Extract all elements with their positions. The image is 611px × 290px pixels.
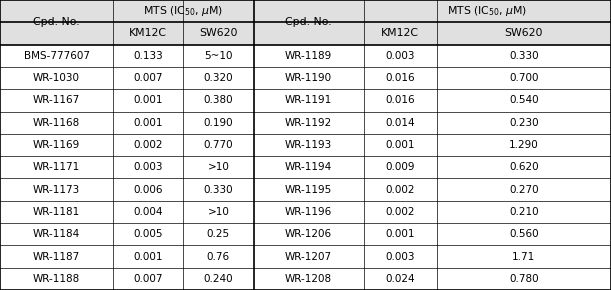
Text: WR-1196: WR-1196 — [285, 207, 332, 217]
Text: 0.016: 0.016 — [386, 95, 415, 105]
Text: 0.001: 0.001 — [386, 229, 415, 239]
Text: MTS (IC$_{50}$, $\mu$M): MTS (IC$_{50}$, $\mu$M) — [144, 4, 223, 18]
Text: WR-1168: WR-1168 — [33, 118, 80, 128]
Text: 5~10: 5~10 — [204, 51, 233, 61]
Text: 0.016: 0.016 — [386, 73, 415, 83]
Text: 0.25: 0.25 — [207, 229, 230, 239]
Text: 0.001: 0.001 — [133, 118, 163, 128]
Text: WR-1190: WR-1190 — [285, 73, 332, 83]
Text: 0.330: 0.330 — [203, 185, 233, 195]
Text: 0.380: 0.380 — [203, 95, 233, 105]
Text: 0.76: 0.76 — [207, 251, 230, 262]
Text: WR-1171: WR-1171 — [33, 162, 80, 172]
Text: 0.330: 0.330 — [509, 51, 539, 61]
Text: 0.190: 0.190 — [203, 118, 233, 128]
Text: 0.780: 0.780 — [509, 274, 539, 284]
Text: 0.003: 0.003 — [386, 251, 415, 262]
Text: 0.004: 0.004 — [133, 207, 163, 217]
Text: WR-1169: WR-1169 — [33, 140, 80, 150]
Text: 0.003: 0.003 — [133, 162, 163, 172]
Text: SW620: SW620 — [199, 28, 238, 39]
Text: 0.320: 0.320 — [203, 73, 233, 83]
Text: >10: >10 — [208, 162, 229, 172]
Text: WR-1030: WR-1030 — [33, 73, 80, 83]
Text: 0.002: 0.002 — [386, 185, 415, 195]
Text: 0.560: 0.560 — [509, 229, 539, 239]
Text: 0.133: 0.133 — [133, 51, 163, 61]
Text: 0.007: 0.007 — [133, 274, 163, 284]
Text: 0.005: 0.005 — [133, 229, 163, 239]
Text: >10: >10 — [208, 207, 229, 217]
Text: WR-1193: WR-1193 — [285, 140, 332, 150]
Text: SW620: SW620 — [505, 28, 543, 39]
Text: 0.620: 0.620 — [509, 162, 539, 172]
Text: 0.770: 0.770 — [203, 140, 233, 150]
Text: WR-1189: WR-1189 — [285, 51, 332, 61]
Text: WR-1206: WR-1206 — [285, 229, 332, 239]
Text: WR-1187: WR-1187 — [33, 251, 80, 262]
Text: 1.290: 1.290 — [509, 140, 539, 150]
Text: 0.001: 0.001 — [133, 95, 163, 105]
Text: WR-1167: WR-1167 — [33, 95, 80, 105]
Text: KM12C: KM12C — [129, 28, 167, 39]
Bar — [0, 22, 611, 45]
Text: 0.700: 0.700 — [509, 73, 539, 83]
Text: 0.240: 0.240 — [203, 274, 233, 284]
Text: 0.007: 0.007 — [133, 73, 163, 83]
Text: WR-1173: WR-1173 — [33, 185, 80, 195]
Text: Cpd. No.: Cpd. No. — [33, 17, 80, 27]
Text: 0.009: 0.009 — [386, 162, 415, 172]
Text: 0.210: 0.210 — [509, 207, 539, 217]
Bar — [0, 0, 611, 22]
Text: 0.006: 0.006 — [133, 185, 163, 195]
Text: KM12C: KM12C — [381, 28, 419, 39]
Text: 0.001: 0.001 — [133, 251, 163, 262]
Text: BMS-777607: BMS-777607 — [23, 51, 90, 61]
Text: 0.230: 0.230 — [509, 118, 539, 128]
Text: MTS (IC$_{50}$, $\mu$M): MTS (IC$_{50}$, $\mu$M) — [447, 4, 527, 18]
Text: 0.001: 0.001 — [386, 140, 415, 150]
Text: 0.270: 0.270 — [509, 185, 539, 195]
Text: WR-1192: WR-1192 — [285, 118, 332, 128]
Text: 0.024: 0.024 — [386, 274, 415, 284]
Text: Cpd. No.: Cpd. No. — [285, 17, 332, 27]
Text: WR-1191: WR-1191 — [285, 95, 332, 105]
Text: WR-1208: WR-1208 — [285, 274, 332, 284]
Text: WR-1195: WR-1195 — [285, 185, 332, 195]
Text: WR-1188: WR-1188 — [33, 274, 80, 284]
Text: 0.002: 0.002 — [133, 140, 163, 150]
Text: WR-1181: WR-1181 — [33, 207, 80, 217]
Text: 0.540: 0.540 — [509, 95, 539, 105]
Text: WR-1207: WR-1207 — [285, 251, 332, 262]
Text: 0.014: 0.014 — [386, 118, 415, 128]
Text: WR-1194: WR-1194 — [285, 162, 332, 172]
Text: 0.003: 0.003 — [386, 51, 415, 61]
Text: 1.71: 1.71 — [512, 251, 536, 262]
Text: 0.002: 0.002 — [386, 207, 415, 217]
Text: WR-1184: WR-1184 — [33, 229, 80, 239]
